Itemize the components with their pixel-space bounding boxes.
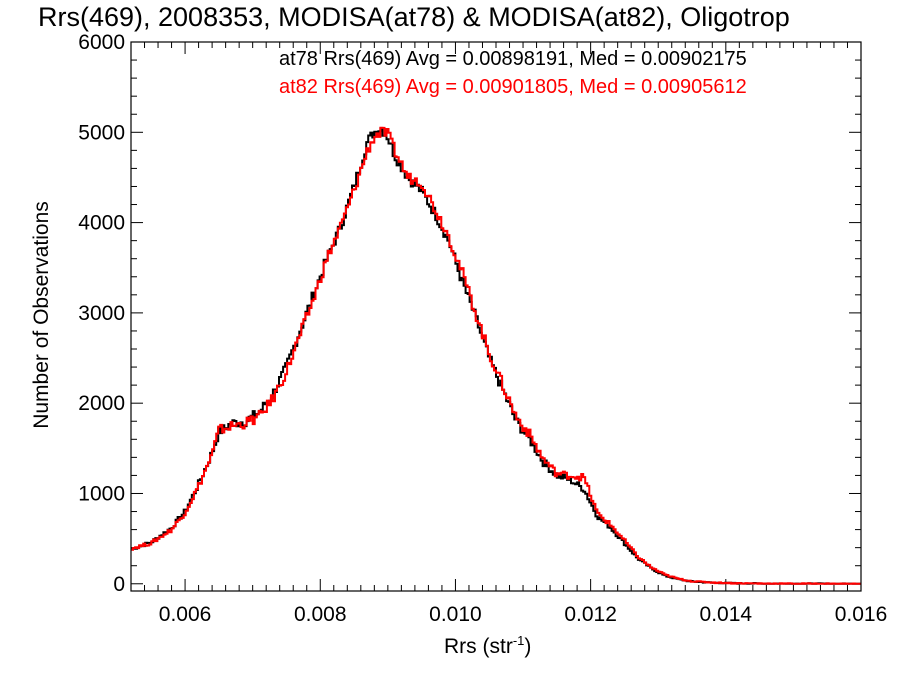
y-tick-label: 2000 — [78, 392, 125, 415]
series-line-at78 — [131, 127, 861, 585]
x-axis-label: Rrs (str-1) — [444, 633, 531, 659]
axis-ticks — [131, 41, 862, 591]
y-tick-label: 5000 — [78, 121, 125, 144]
x-tick-label: 0.012 — [564, 603, 617, 626]
series-line-at82 — [131, 126, 861, 585]
y-tick-label: 3000 — [78, 302, 125, 325]
x-tick-label: 0.010 — [429, 603, 482, 626]
y-tick-label: 6000 — [78, 31, 125, 54]
y-tick-label: 0 — [113, 573, 125, 596]
y-tick-label: 4000 — [78, 212, 125, 235]
x-tick-label: 0.006 — [159, 603, 212, 626]
x-axis-label-superscript: -1 — [512, 633, 525, 648]
x-tick-label: 0.016 — [835, 603, 888, 626]
legend-entry-at82: at82 Rrs(469) Avg = 0.00901805, Med = 0.… — [279, 76, 747, 98]
chart-title: Rrs(469), 2008353, MODISA(at78) & MODISA… — [38, 2, 790, 32]
x-axis-label-text: Rrs (str — [444, 635, 513, 658]
plot-frame — [130, 41, 862, 592]
x-tick-label: 0.014 — [700, 603, 753, 626]
y-axis-label: Number of Observations — [30, 201, 53, 429]
axis-tick-labels: 0.006 0.008 0.010 0.012 0.014 0.016 0 1000 2000 3… — [78, 31, 887, 626]
x-axis-label-close: ) — [524, 635, 532, 658]
y-tick-label: 1000 — [78, 482, 125, 505]
series-layer — [131, 126, 861, 585]
legend-entry-at78: at78 Rrs(469) Avg = 0.00898191, Med = 0.… — [279, 48, 747, 70]
x-tick-label: 0.008 — [294, 603, 347, 626]
